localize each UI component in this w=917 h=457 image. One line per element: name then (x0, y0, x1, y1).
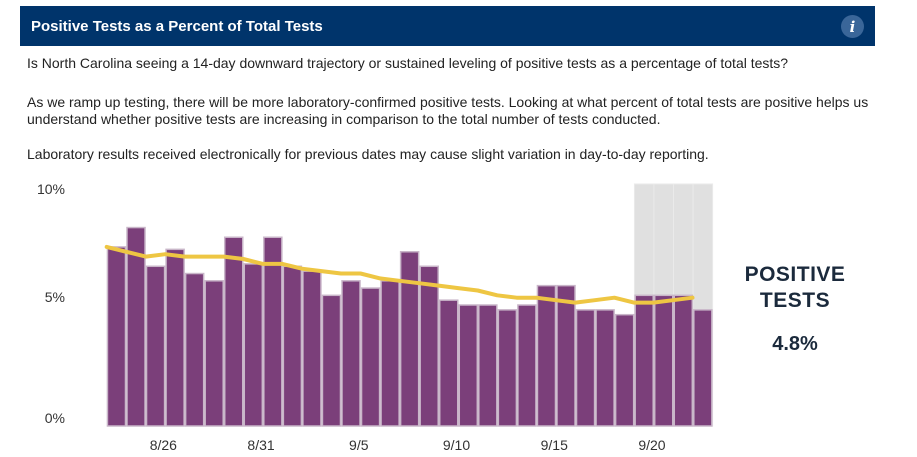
x-tick-label: 8/26 (150, 437, 177, 453)
bar-9-5 (360, 287, 381, 427)
x-tick-label: 9/5 (349, 437, 369, 453)
section-title: Positive Tests as a Percent of Total Tes… (31, 17, 323, 35)
description-question: Is North Carolina seeing a 14-day downwa… (27, 55, 789, 71)
bar-8-30 (243, 263, 264, 427)
bar-9-11 (478, 304, 498, 427)
bar-8-26 (165, 248, 185, 427)
description-note: Laboratory results received electronical… (27, 146, 709, 162)
bar-8-27 (184, 272, 205, 427)
bar-9-9 (438, 299, 459, 427)
bar-9-12 (497, 309, 518, 427)
description-explanation: As we ramp up testing, there will be mor… (27, 94, 869, 127)
x-tick-label: 9/10 (443, 437, 470, 453)
positive-tests-chart: 0% 5% 10% 8/26 8/31 9/5 9/10 9/15 9/20 (37, 181, 714, 453)
kpi-value: 4.8% (772, 333, 818, 355)
section-header: Positive Tests as a Percent of Total Tes… (20, 6, 875, 46)
bar-9-15 (556, 284, 576, 427)
rolling-average-line (104, 244, 695, 305)
bar-8-23 (106, 246, 127, 427)
kpi-label-line1: POSITIVE (744, 263, 846, 286)
x-tick-label: 9/15 (541, 437, 568, 453)
bar-9-8 (419, 265, 439, 427)
y-tick-label: 0% (45, 410, 65, 426)
bar-9-17 (595, 309, 615, 427)
y-tick-label: 10% (37, 181, 65, 197)
bar-9-14 (536, 284, 557, 427)
bar-8-25 (145, 265, 166, 427)
info-icon[interactable]: i (841, 15, 864, 38)
bar-9-21 (673, 294, 694, 427)
bar-9-13 (517, 304, 537, 427)
y-tick-label: 5% (45, 289, 65, 305)
bar-9-22 (693, 309, 713, 427)
bar-9-6 (380, 280, 400, 427)
bar-8-28 (204, 280, 224, 427)
kpi-panel: POSITIVE TESTS 4.8% (730, 262, 860, 356)
bar-9-3 (321, 294, 342, 427)
bar-8-24 (126, 226, 146, 427)
bar-9-2 (302, 270, 322, 427)
bar-9-10 (458, 304, 479, 427)
x-tick-label: 9/20 (638, 437, 665, 453)
bar-9-18 (614, 313, 635, 427)
bar-9-1 (282, 265, 303, 427)
bar-9-20 (653, 294, 674, 427)
bar-9-19 (634, 294, 654, 427)
bar-8-29 (223, 236, 244, 427)
kpi-label-line2: TESTS (759, 289, 831, 312)
bar-8-31 (263, 236, 283, 427)
bar-9-4 (341, 280, 361, 427)
bar-9-7 (399, 251, 420, 427)
bar-9-16 (575, 309, 596, 427)
x-tick-label: 8/31 (247, 437, 274, 453)
